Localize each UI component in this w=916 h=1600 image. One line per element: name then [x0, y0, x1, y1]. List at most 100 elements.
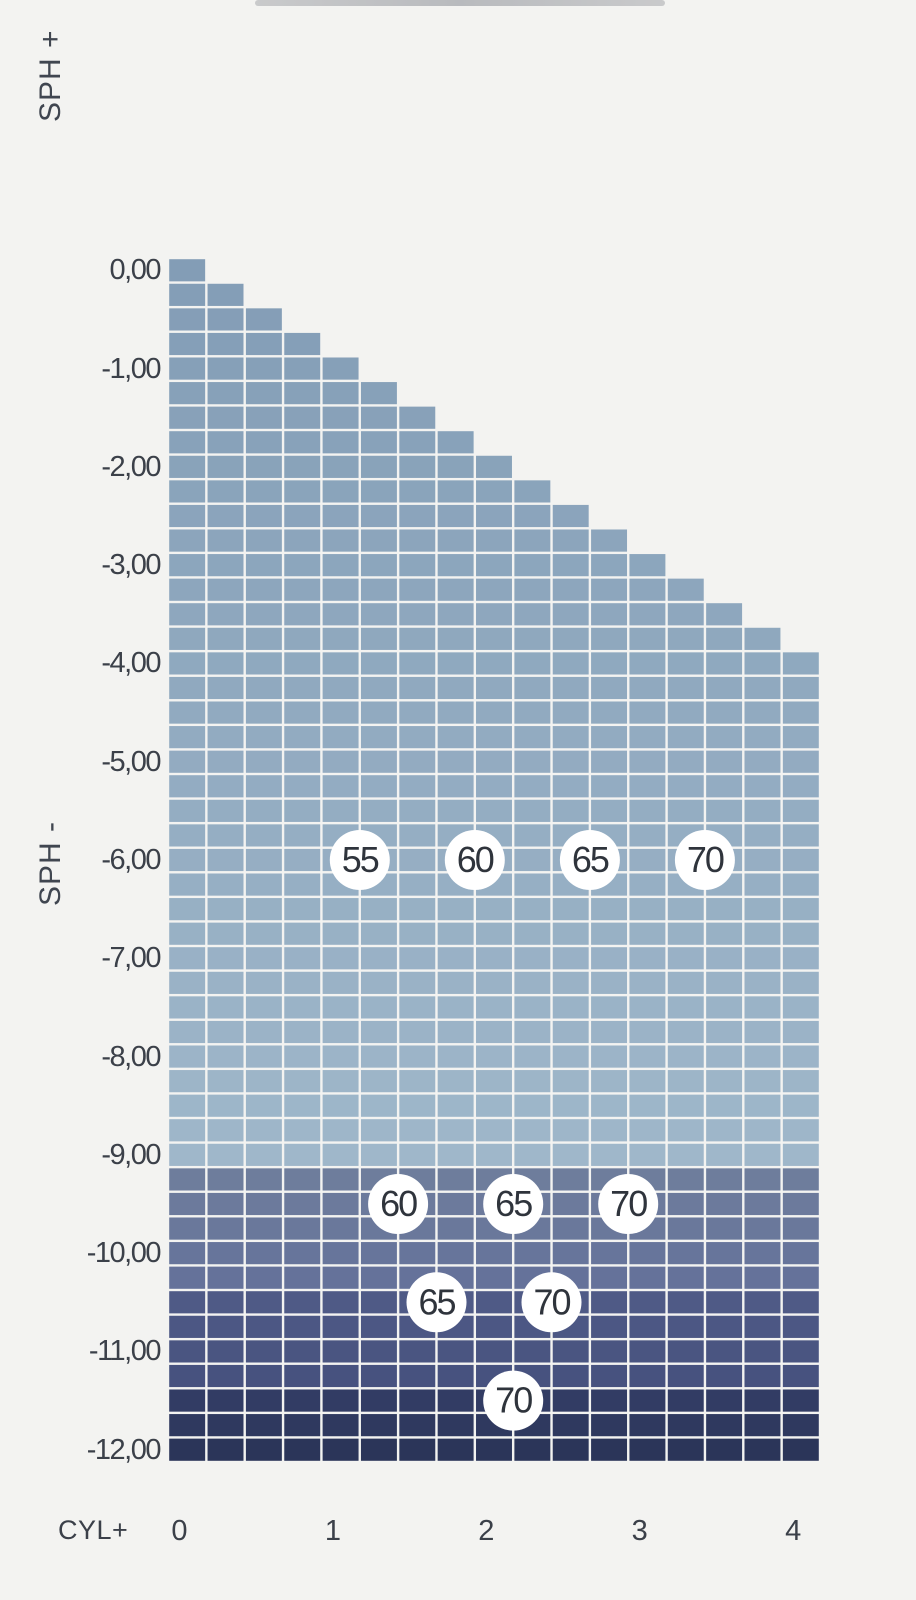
y-tick-label: -10,00 — [86, 1237, 162, 1270]
grid-cell — [476, 922, 512, 945]
grid-cell — [629, 676, 666, 700]
grid-cell — [514, 529, 551, 552]
grid-cell — [437, 898, 474, 921]
index-label-text: 70 — [495, 1380, 532, 1421]
grid-cell — [552, 701, 589, 724]
grid-cell — [629, 799, 666, 822]
grid-cell — [322, 480, 359, 503]
grid-cell — [437, 1143, 474, 1166]
grid-cell — [476, 1094, 512, 1117]
grid-cell — [322, 1315, 359, 1338]
grid-cell — [360, 1143, 397, 1166]
index-label-text: 70 — [533, 1281, 570, 1322]
grid-cell — [629, 1119, 666, 1142]
grid-cell — [245, 947, 282, 970]
grid-cell — [744, 873, 781, 896]
grid-cell — [476, 652, 512, 675]
grid-cell — [360, 504, 397, 528]
index-label-text: 70 — [610, 1183, 647, 1224]
grid-cell — [284, 1340, 321, 1363]
grid-cell — [207, 406, 244, 429]
grid-cell — [476, 627, 512, 650]
grid-cell — [169, 1020, 206, 1044]
grid-cell — [169, 652, 206, 675]
grid-cell — [552, 1143, 589, 1166]
grid-cell — [591, 554, 628, 577]
grid-cell — [207, 357, 244, 380]
grid-cell — [399, 775, 436, 798]
grid-cell — [207, 1364, 244, 1388]
grid-cell — [667, 578, 704, 601]
grid-cell — [207, 701, 244, 724]
grid-cell — [514, 726, 551, 749]
grid-cell — [360, 750, 397, 773]
grid-cell — [207, 382, 244, 405]
grid-cell — [360, 1266, 397, 1289]
grid-cell — [591, 1291, 628, 1314]
grid-cell — [360, 1119, 397, 1142]
grid-cell — [207, 775, 244, 798]
grid-cell — [476, 1045, 512, 1068]
grid-cell — [744, 750, 781, 773]
grid-cell — [782, 1217, 819, 1240]
grid-cell — [245, 1438, 282, 1461]
grid-cell — [322, 1266, 359, 1289]
grid-cell — [399, 455, 436, 478]
grid-cell — [360, 1242, 397, 1265]
grid-cell — [706, 676, 743, 700]
grid-cell — [322, 799, 359, 822]
grid-cell — [591, 1315, 628, 1338]
x-tick-label: 3 — [631, 1515, 648, 1547]
grid-cell — [207, 750, 244, 773]
grid-cell — [629, 873, 666, 896]
grid-cell — [437, 627, 474, 650]
grid-cell — [169, 1168, 206, 1191]
grid-cell — [322, 1364, 359, 1388]
grid-cell — [284, 1414, 321, 1437]
grid-cell — [706, 1020, 743, 1044]
grid-cell — [706, 1389, 743, 1412]
grid-cell — [169, 971, 206, 994]
grid-cell — [399, 1045, 436, 1068]
grid-cell — [629, 578, 666, 601]
grid-cell — [552, 1438, 589, 1461]
grid-cell — [667, 1364, 704, 1388]
grid-cell — [437, 431, 474, 454]
index-label-badge — [521, 1272, 582, 1333]
grid-cell — [169, 1414, 206, 1437]
grid-cell — [706, 652, 743, 675]
grid-cell — [552, 947, 589, 970]
grid-cell — [207, 455, 244, 478]
index-label-badge — [674, 830, 735, 890]
y-tick-label: -3,00 — [101, 549, 161, 582]
grid-cell — [437, 947, 474, 970]
grid-cell — [360, 1070, 397, 1093]
grid-cell — [667, 1168, 704, 1191]
grid-cell — [284, 750, 321, 773]
grid-cell — [591, 898, 628, 921]
grid-cell — [437, 455, 474, 478]
grid-cell — [591, 529, 628, 552]
grid-cell — [591, 1045, 628, 1068]
grid-cell — [552, 1168, 589, 1191]
grid-cell — [284, 1070, 321, 1093]
grid-cell — [706, 603, 743, 626]
grid-cell — [591, 1414, 628, 1437]
grid-cell — [552, 750, 589, 773]
grid-cell — [284, 480, 321, 503]
grid-cell — [245, 406, 282, 429]
grid-cell — [399, 1070, 436, 1093]
grid-cell — [169, 1119, 206, 1142]
grid-cell — [552, 1217, 589, 1240]
grid-cell — [399, 848, 436, 872]
grid-cell — [782, 1143, 819, 1166]
grid-cell — [476, 578, 512, 601]
grid-cell — [552, 652, 589, 675]
y-tick-label: -7,00 — [101, 942, 161, 975]
grid-cell — [284, 332, 321, 356]
grid-cell — [782, 848, 819, 872]
grid-cell — [284, 898, 321, 921]
grid-cell — [667, 799, 704, 822]
grid-cell — [667, 1119, 704, 1142]
grid-cell — [552, 578, 589, 601]
